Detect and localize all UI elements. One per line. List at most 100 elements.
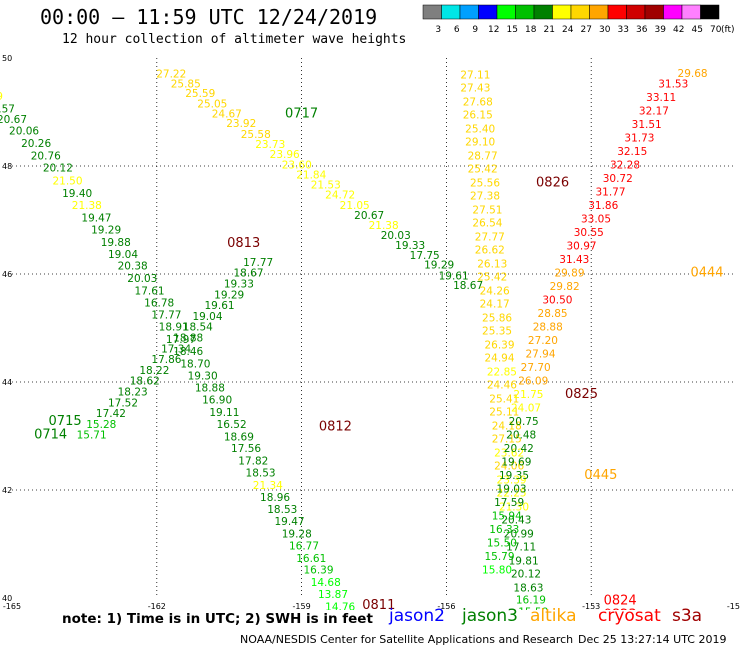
swh-value: 18.46	[173, 346, 203, 358]
swh-value: 16.61	[296, 553, 326, 565]
pass-time-label: 0714	[34, 428, 67, 443]
swh-value: 17.61	[135, 286, 165, 298]
swh-value: 27.11	[460, 70, 490, 82]
swh-value: 23.96	[270, 149, 300, 161]
swh-value: 15.58	[518, 606, 548, 610]
swh-value: 32.28	[610, 160, 640, 172]
swh-value: 23.92	[226, 118, 256, 130]
swh-value: 24.26	[480, 286, 510, 298]
swh-value: 25.86	[482, 313, 512, 325]
legend-bin-label: 45	[692, 25, 703, 35]
legend-bin-label: 33	[618, 25, 629, 35]
y-tick-label: 50	[2, 54, 12, 63]
swh-value: 19.29	[424, 260, 454, 272]
legend-bin-label: 42	[673, 25, 684, 35]
swh-value: 21.05	[340, 200, 370, 212]
swh-value: 19.81	[509, 556, 539, 568]
swh-value: 20.42	[504, 443, 534, 455]
swh-value: 19.61	[439, 270, 469, 282]
swh-value: 17.56	[231, 443, 261, 455]
swh-value: 24.07	[511, 403, 541, 415]
swh-value: 31.77	[595, 187, 625, 199]
legend-bin-label: 3	[435, 25, 441, 35]
swh-value: 21.38	[369, 220, 399, 232]
swh-value: 19.04	[192, 311, 222, 323]
swh-value: 19.03	[497, 484, 527, 496]
y-tick-label: 40	[2, 594, 12, 603]
swh-value: 27.51	[472, 205, 502, 217]
pass-time-label: 0813	[227, 236, 260, 251]
wave-height-plot: -165 -162 -159 -156 -153 -150 40 42 44 46 48 50 27.2…	[0, 54, 740, 610]
legend-bin-label: 15	[507, 25, 518, 35]
x-tick-label: -156	[437, 602, 455, 610]
legend-bin-label: 70	[710, 25, 722, 35]
swh-value: 20.26	[21, 138, 51, 150]
swh-value: 19.35	[499, 470, 529, 482]
swh-value: 18.96	[260, 492, 290, 504]
swh-value: 19.69	[501, 457, 531, 469]
swh-value: 31.86	[588, 200, 618, 212]
swh-value: 22.85	[487, 367, 517, 379]
satellite-legend-jason3: jason3	[462, 606, 518, 626]
y-tick-label: 44	[2, 378, 12, 387]
swh-value: 15.28	[86, 419, 116, 431]
swh-value: 23.73	[255, 139, 285, 151]
y-tick-label: 46	[2, 270, 12, 279]
swh-value: 13.87	[318, 589, 348, 601]
y-tick-label: 48	[2, 162, 12, 171]
swh-value: 20.12	[511, 568, 541, 580]
swh-value: 29.10	[465, 136, 495, 148]
swh-value: 15.71	[77, 430, 107, 442]
swh-value: 19.29	[91, 225, 121, 237]
swh-value: 21.34	[253, 480, 283, 492]
swh-value: 30.55	[574, 227, 604, 239]
satellite-legend-altika: altika	[530, 606, 577, 626]
swh-value: 27.43	[460, 82, 490, 94]
swh-value: 16.33	[489, 524, 519, 536]
pass-time-label: 0811	[362, 598, 395, 610]
swh-value: 20.03	[381, 230, 411, 242]
swh-value: 25.56	[470, 178, 500, 190]
swh-value: 25.59	[185, 88, 215, 100]
swh-value: 25.35	[482, 325, 512, 337]
swh-value: 23.62	[494, 448, 524, 460]
legend-bin-label: 27	[581, 25, 592, 35]
swh-value: 25.11	[489, 406, 519, 418]
pass-time-label: 0826	[536, 176, 569, 191]
swh-value: 30.50	[542, 295, 572, 307]
swh-value: 19.88	[101, 237, 131, 249]
swh-value: 24.18	[492, 421, 522, 433]
swh-value: 18.23	[118, 387, 148, 399]
swh-value: 24.17	[480, 298, 510, 310]
swh-value: 20.38	[118, 261, 148, 273]
swh-value: 31.73	[624, 133, 654, 145]
swh-value: 16.90	[202, 395, 232, 407]
swh-value: 27.22	[156, 68, 186, 80]
generated-timestamp: Dec 25 13:27:14 UTC 2019	[578, 633, 727, 646]
swh-value: 16.52	[217, 419, 247, 431]
swh-value: 33.05	[581, 214, 611, 226]
legend-unit: (ft)	[721, 25, 735, 35]
swh-value: 24.72	[325, 189, 355, 201]
swh-value: 17.77	[151, 309, 181, 321]
swh-color-legend: 3 6 9 12 15 18 21 24 27 30 33 36 39 42 45 70 (ft)	[422, 4, 735, 35]
swh-value: 27.15	[492, 433, 522, 445]
swh-value: 26.39	[484, 340, 514, 352]
satellite-legend-s3a: s3a	[672, 606, 703, 626]
swh-value: 18.88	[195, 383, 225, 395]
swh-value: 27.94	[525, 349, 555, 361]
swh-value: 18.69	[224, 431, 254, 443]
swh-value: 33.11	[646, 92, 676, 104]
swh-value: 15.80	[482, 565, 512, 577]
swh-value: 25.58	[241, 129, 271, 141]
y-tick-label: 42	[2, 486, 12, 495]
swh-value: 20.03	[127, 273, 157, 285]
swh-value: 23.60	[282, 160, 312, 172]
swh-value: 19.30	[188, 370, 218, 382]
swh-value: 20.75	[509, 416, 539, 428]
swh-value: 20.99	[504, 529, 534, 541]
swh-value: 20.76	[31, 151, 61, 163]
swh-value: 14.76	[325, 601, 355, 610]
pass-time-label: 0717	[285, 106, 318, 121]
swh-value: 29.68	[678, 68, 708, 80]
